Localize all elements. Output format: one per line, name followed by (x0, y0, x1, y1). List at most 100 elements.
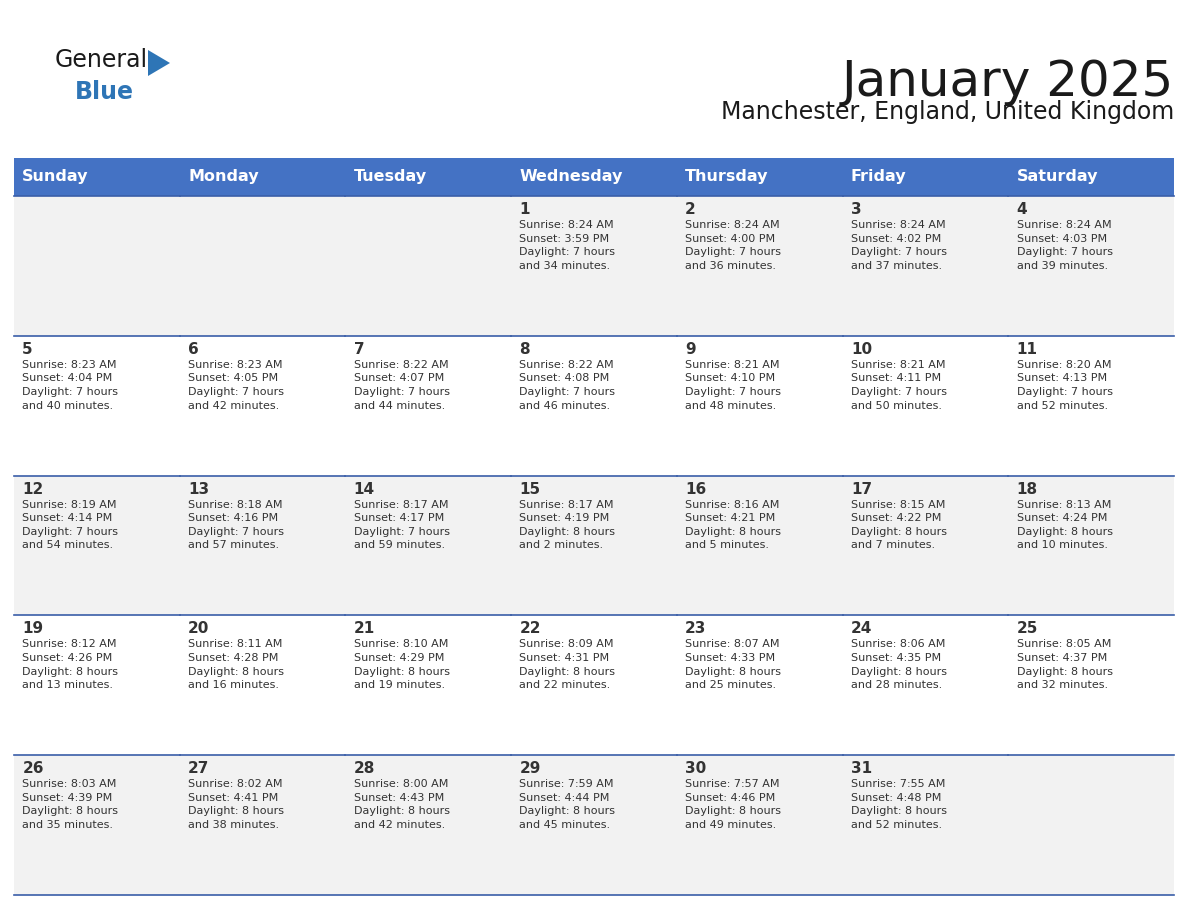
Text: Sunrise: 8:21 AM
Sunset: 4:10 PM
Daylight: 7 hours
and 48 minutes.: Sunrise: 8:21 AM Sunset: 4:10 PM Dayligh… (685, 360, 782, 410)
Text: Sunday: Sunday (23, 170, 89, 185)
Bar (842, 336, 1009, 476)
Text: Sunrise: 8:06 AM
Sunset: 4:35 PM
Daylight: 8 hours
and 28 minutes.: Sunrise: 8:06 AM Sunset: 4:35 PM Dayligh… (851, 640, 947, 690)
Bar (14, 158, 179, 196)
Bar (346, 756, 511, 895)
Text: 12: 12 (23, 482, 44, 497)
Text: 19: 19 (23, 621, 44, 636)
Bar (179, 756, 346, 895)
Text: 8: 8 (519, 341, 530, 357)
Text: 17: 17 (851, 482, 872, 497)
Text: 6: 6 (188, 341, 198, 357)
Text: 22: 22 (519, 621, 541, 636)
Text: 23: 23 (685, 621, 707, 636)
Text: 16: 16 (685, 482, 707, 497)
Text: Manchester, England, United Kingdom: Manchester, England, United Kingdom (721, 100, 1174, 124)
Text: 29: 29 (519, 761, 541, 777)
Bar (14, 336, 179, 476)
Text: 20: 20 (188, 621, 209, 636)
Text: 30: 30 (685, 761, 707, 777)
Bar (677, 615, 842, 756)
Text: 10: 10 (851, 341, 872, 357)
Text: 3: 3 (851, 202, 861, 217)
Text: Sunrise: 8:24 AM
Sunset: 4:02 PM
Daylight: 7 hours
and 37 minutes.: Sunrise: 8:24 AM Sunset: 4:02 PM Dayligh… (851, 220, 947, 271)
Bar (179, 476, 346, 615)
Text: 27: 27 (188, 761, 209, 777)
Bar (677, 476, 842, 615)
Bar (511, 158, 677, 196)
Text: Sunrise: 8:18 AM
Sunset: 4:16 PM
Daylight: 7 hours
and 57 minutes.: Sunrise: 8:18 AM Sunset: 4:16 PM Dayligh… (188, 499, 284, 551)
Bar (1009, 158, 1174, 196)
Text: 4: 4 (1017, 202, 1028, 217)
Text: Sunrise: 7:55 AM
Sunset: 4:48 PM
Daylight: 8 hours
and 52 minutes.: Sunrise: 7:55 AM Sunset: 4:48 PM Dayligh… (851, 779, 947, 830)
Text: Sunrise: 8:22 AM
Sunset: 4:08 PM
Daylight: 7 hours
and 46 minutes.: Sunrise: 8:22 AM Sunset: 4:08 PM Dayligh… (519, 360, 615, 410)
Bar (511, 196, 677, 336)
Text: Sunrise: 7:59 AM
Sunset: 4:44 PM
Daylight: 8 hours
and 45 minutes.: Sunrise: 7:59 AM Sunset: 4:44 PM Dayligh… (519, 779, 615, 830)
Bar (14, 196, 179, 336)
Text: Tuesday: Tuesday (354, 170, 426, 185)
Bar (1009, 336, 1174, 476)
Text: 1: 1 (519, 202, 530, 217)
Bar (677, 158, 842, 196)
Bar (842, 196, 1009, 336)
Text: Sunrise: 8:10 AM
Sunset: 4:29 PM
Daylight: 8 hours
and 19 minutes.: Sunrise: 8:10 AM Sunset: 4:29 PM Dayligh… (354, 640, 450, 690)
Text: Sunrise: 8:07 AM
Sunset: 4:33 PM
Daylight: 8 hours
and 25 minutes.: Sunrise: 8:07 AM Sunset: 4:33 PM Dayligh… (685, 640, 782, 690)
Bar (1009, 196, 1174, 336)
Text: Sunrise: 8:03 AM
Sunset: 4:39 PM
Daylight: 8 hours
and 35 minutes.: Sunrise: 8:03 AM Sunset: 4:39 PM Dayligh… (23, 779, 119, 830)
Text: 18: 18 (1017, 482, 1037, 497)
Text: Sunrise: 8:24 AM
Sunset: 3:59 PM
Daylight: 7 hours
and 34 minutes.: Sunrise: 8:24 AM Sunset: 3:59 PM Dayligh… (519, 220, 615, 271)
Bar (179, 196, 346, 336)
Text: Sunrise: 8:21 AM
Sunset: 4:11 PM
Daylight: 7 hours
and 50 minutes.: Sunrise: 8:21 AM Sunset: 4:11 PM Dayligh… (851, 360, 947, 410)
Text: Sunrise: 8:05 AM
Sunset: 4:37 PM
Daylight: 8 hours
and 32 minutes.: Sunrise: 8:05 AM Sunset: 4:37 PM Dayligh… (1017, 640, 1113, 690)
Bar (14, 476, 179, 615)
Text: Sunrise: 8:23 AM
Sunset: 4:04 PM
Daylight: 7 hours
and 40 minutes.: Sunrise: 8:23 AM Sunset: 4:04 PM Dayligh… (23, 360, 119, 410)
Text: Sunrise: 8:11 AM
Sunset: 4:28 PM
Daylight: 8 hours
and 16 minutes.: Sunrise: 8:11 AM Sunset: 4:28 PM Dayligh… (188, 640, 284, 690)
Text: Sunrise: 8:24 AM
Sunset: 4:03 PM
Daylight: 7 hours
and 39 minutes.: Sunrise: 8:24 AM Sunset: 4:03 PM Dayligh… (1017, 220, 1113, 271)
Text: Sunrise: 8:02 AM
Sunset: 4:41 PM
Daylight: 8 hours
and 38 minutes.: Sunrise: 8:02 AM Sunset: 4:41 PM Dayligh… (188, 779, 284, 830)
Bar (1009, 476, 1174, 615)
Bar (677, 756, 842, 895)
Text: Sunrise: 8:15 AM
Sunset: 4:22 PM
Daylight: 8 hours
and 7 minutes.: Sunrise: 8:15 AM Sunset: 4:22 PM Dayligh… (851, 499, 947, 551)
Bar (346, 336, 511, 476)
Text: 2: 2 (685, 202, 696, 217)
Text: 13: 13 (188, 482, 209, 497)
Bar (1009, 615, 1174, 756)
Bar (346, 158, 511, 196)
Text: Sunrise: 8:22 AM
Sunset: 4:07 PM
Daylight: 7 hours
and 44 minutes.: Sunrise: 8:22 AM Sunset: 4:07 PM Dayligh… (354, 360, 450, 410)
Bar (511, 336, 677, 476)
Text: Sunrise: 8:19 AM
Sunset: 4:14 PM
Daylight: 7 hours
and 54 minutes.: Sunrise: 8:19 AM Sunset: 4:14 PM Dayligh… (23, 499, 119, 551)
Text: 31: 31 (851, 761, 872, 777)
Text: 7: 7 (354, 341, 365, 357)
Text: 28: 28 (354, 761, 375, 777)
Bar (677, 196, 842, 336)
Text: 5: 5 (23, 341, 33, 357)
Bar (511, 756, 677, 895)
Polygon shape (148, 50, 170, 76)
Text: Thursday: Thursday (685, 170, 769, 185)
Bar (842, 158, 1009, 196)
Bar (677, 336, 842, 476)
Text: 25: 25 (1017, 621, 1038, 636)
Text: Sunrise: 8:13 AM
Sunset: 4:24 PM
Daylight: 8 hours
and 10 minutes.: Sunrise: 8:13 AM Sunset: 4:24 PM Dayligh… (1017, 499, 1113, 551)
Text: Sunrise: 8:12 AM
Sunset: 4:26 PM
Daylight: 8 hours
and 13 minutes.: Sunrise: 8:12 AM Sunset: 4:26 PM Dayligh… (23, 640, 119, 690)
Text: Sunrise: 8:09 AM
Sunset: 4:31 PM
Daylight: 8 hours
and 22 minutes.: Sunrise: 8:09 AM Sunset: 4:31 PM Dayligh… (519, 640, 615, 690)
Text: Wednesday: Wednesday (519, 170, 623, 185)
Bar (1009, 756, 1174, 895)
Bar (14, 756, 179, 895)
Bar (842, 476, 1009, 615)
Text: Friday: Friday (851, 170, 906, 185)
Text: January 2025: January 2025 (842, 58, 1174, 106)
Bar (346, 196, 511, 336)
Bar (179, 158, 346, 196)
Text: 26: 26 (23, 761, 44, 777)
Text: 15: 15 (519, 482, 541, 497)
Text: Sunrise: 8:00 AM
Sunset: 4:43 PM
Daylight: 8 hours
and 42 minutes.: Sunrise: 8:00 AM Sunset: 4:43 PM Dayligh… (354, 779, 450, 830)
Text: 24: 24 (851, 621, 872, 636)
Text: Sunrise: 7:57 AM
Sunset: 4:46 PM
Daylight: 8 hours
and 49 minutes.: Sunrise: 7:57 AM Sunset: 4:46 PM Dayligh… (685, 779, 782, 830)
Text: 21: 21 (354, 621, 375, 636)
Bar (179, 615, 346, 756)
Text: 11: 11 (1017, 341, 1037, 357)
Bar (346, 615, 511, 756)
Text: Blue: Blue (75, 80, 134, 104)
Text: Saturday: Saturday (1017, 170, 1098, 185)
Text: Sunrise: 8:16 AM
Sunset: 4:21 PM
Daylight: 8 hours
and 5 minutes.: Sunrise: 8:16 AM Sunset: 4:21 PM Dayligh… (685, 499, 782, 551)
